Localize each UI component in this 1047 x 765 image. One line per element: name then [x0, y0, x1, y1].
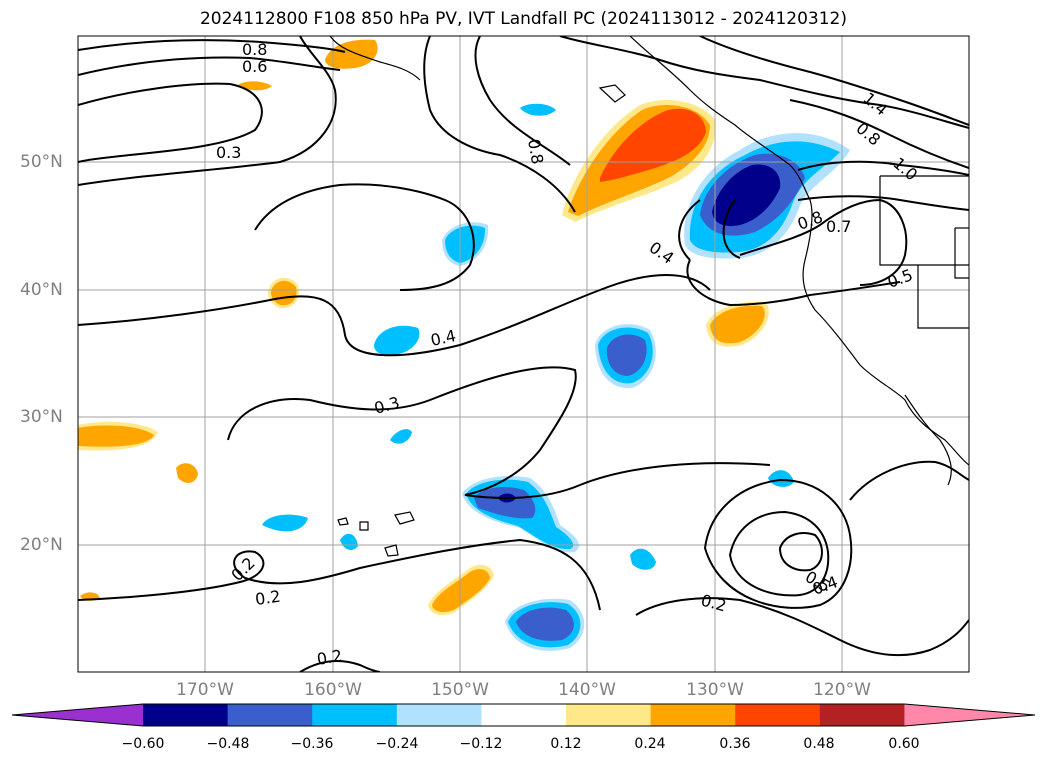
- colorbar-tick-label: 0.36: [719, 736, 751, 752]
- colorbar-outline: [11, 703, 1036, 727]
- colorbar-tick-label: 0.60: [888, 736, 920, 752]
- colorbar-tick-label: 0.24: [634, 736, 666, 752]
- colorbar-extend-low: [12, 704, 143, 726]
- colorbar-tick-label: 0.48: [803, 736, 835, 752]
- colorbar-tick-label: −0.48: [206, 736, 250, 752]
- colorbar-segment: [650, 704, 736, 726]
- pv-contours: [78, 36, 969, 672]
- colorbar-tick-label: −0.12: [459, 736, 503, 752]
- lon-label: 150°W: [431, 680, 489, 700]
- colorbar-segment: [819, 704, 905, 726]
- lon-label: 170°W: [176, 680, 234, 700]
- colorbar-segment: [143, 704, 229, 726]
- colorbar-segment: [566, 704, 652, 726]
- colorbar-tick-label: −0.24: [375, 736, 419, 752]
- colorbar-segment: [312, 704, 398, 726]
- colorbar-tick-label: −0.36: [290, 736, 334, 752]
- colorbar-tick-label: −0.60: [121, 736, 165, 752]
- colorbar: [11, 703, 1036, 727]
- contour-label: 0.6: [242, 57, 267, 76]
- lon-label: 160°W: [304, 680, 362, 700]
- contour-label: 0.7: [826, 217, 851, 236]
- lat-label: 20°N: [20, 535, 63, 555]
- lon-label: 120°W: [813, 680, 871, 700]
- contour-label: 0.3: [216, 143, 241, 162]
- colorbar-segment: [396, 704, 482, 726]
- lon-label: 140°W: [558, 680, 616, 700]
- lat-label: 40°N: [20, 280, 63, 300]
- shaded-anomalies: [78, 39, 850, 651]
- contour-label: 0.2: [254, 587, 282, 609]
- colorbar-segment: [481, 704, 567, 726]
- contour-label: 0.4: [429, 326, 458, 350]
- colorbar-tick-label: 0.12: [550, 736, 582, 752]
- contour-label: 0.2: [315, 646, 343, 669]
- lat-label: 50°N: [20, 152, 63, 172]
- contour-label: 0.8: [242, 40, 267, 59]
- contour-label: 0.8: [524, 137, 547, 165]
- map-frame: [77, 35, 970, 673]
- colorbar-segment: [735, 704, 821, 726]
- colorbar-extend-high: [904, 704, 1035, 726]
- lat-label: 30°N: [20, 407, 63, 427]
- page-title: 2024112800 F108 850 hPa PV, IVT Landfall…: [199, 9, 847, 29]
- coastlines: [329, 36, 969, 557]
- lon-label: 130°W: [686, 680, 744, 700]
- colorbar-segment: [227, 704, 313, 726]
